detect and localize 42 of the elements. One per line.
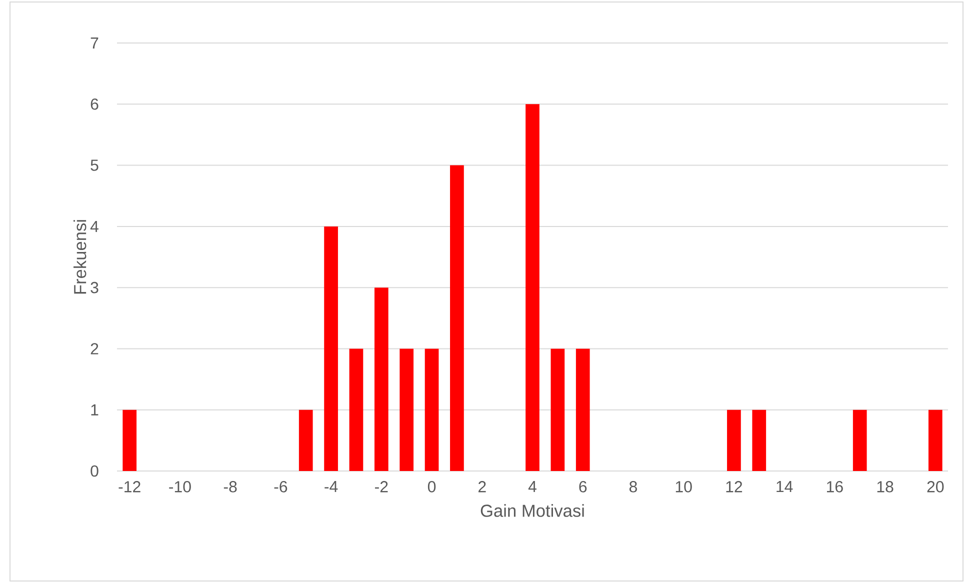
bar <box>324 226 338 471</box>
x-tick-label: -12 <box>118 481 140 492</box>
x-tick-label: 6 <box>579 481 587 492</box>
bar <box>349 348 364 471</box>
bar <box>852 410 867 471</box>
x-tick-label: 18 <box>877 481 894 492</box>
bar <box>374 288 388 471</box>
bar <box>550 348 565 471</box>
bar <box>450 165 464 471</box>
y-axis-title: Frekuensi <box>74 220 86 294</box>
x-tick-label: 12 <box>726 481 742 492</box>
x-axis-title: Gain Motivasi <box>480 504 584 517</box>
x-tick-label: 10 <box>676 481 692 492</box>
x-tick-label: 16 <box>826 481 843 492</box>
bar <box>424 348 439 471</box>
y-tick-label: 6 <box>90 98 98 110</box>
bar <box>526 104 540 471</box>
x-tick-label: -6 <box>274 481 288 492</box>
x-tick-label: 4 <box>528 481 536 492</box>
x-tick-label: 20 <box>927 481 944 492</box>
y-tick-label: 4 <box>90 220 98 232</box>
bar <box>727 410 741 471</box>
x-tick-label: -4 <box>324 481 338 492</box>
x-tick-label: 2 <box>478 481 486 492</box>
y-tick-label: 0 <box>90 465 98 477</box>
bar <box>928 410 942 471</box>
bar <box>400 348 414 471</box>
x-tick-label: 14 <box>776 481 793 492</box>
bar <box>298 410 313 471</box>
x-tick-label: -2 <box>375 481 388 492</box>
y-tick-label: 3 <box>90 282 98 294</box>
x-tick-label: 0 <box>428 481 436 492</box>
bar <box>576 348 590 471</box>
bar <box>122 410 137 471</box>
y-tick-label: 7 <box>90 38 98 49</box>
y-tick-label: 5 <box>90 160 98 171</box>
bar <box>752 410 766 471</box>
x-tick-label: -8 <box>224 481 237 492</box>
x-tick-label: 8 <box>629 481 637 492</box>
y-tick-label: 1 <box>91 404 98 416</box>
x-tick-label: -10 <box>169 481 191 492</box>
y-tick-label: 2 <box>90 343 98 354</box>
